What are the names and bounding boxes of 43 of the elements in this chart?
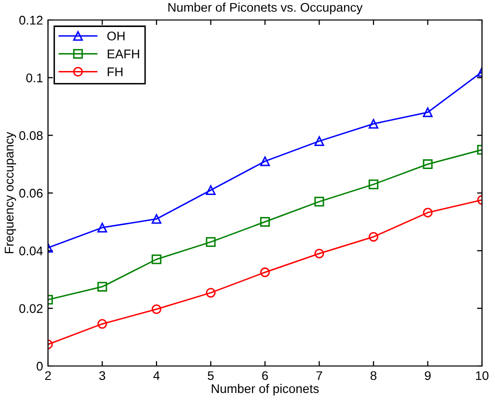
point: [206, 185, 216, 195]
point: [97, 222, 108, 232]
point: [314, 248, 324, 258]
point: [152, 254, 162, 264]
point: [422, 208, 433, 218]
x-tick-label: 4: [153, 371, 160, 380]
x-tick-label: 6: [262, 371, 268, 380]
x-axis-title: Number of piconets: [212, 384, 319, 396]
legend-label: FH: [108, 68, 122, 76]
legend-label: EAFH: [108, 50, 140, 58]
point: [368, 179, 378, 190]
point: [260, 216, 270, 227]
y-axis-title: Frequency occupancy: [4, 132, 16, 254]
y-tick-label: 0.12: [19, 16, 43, 25]
y-tick-label: 0.06: [19, 188, 43, 198]
y-tick-label: 0.1: [26, 73, 43, 82]
x-tick-label: 9: [424, 371, 431, 380]
legend-label: OH: [107, 32, 124, 40]
point: [422, 107, 433, 118]
point: [260, 156, 270, 166]
chart-title: Number of Piconets vs. Occupancy: [168, 2, 363, 14]
point: [422, 159, 433, 170]
point: [97, 282, 108, 292]
point: [97, 319, 108, 329]
y-tick-label: 0.02: [19, 304, 43, 313]
x-tick-label: 2: [45, 371, 51, 380]
point: [206, 237, 216, 247]
x-tick-label: 3: [99, 371, 106, 380]
y-tick-label: 0.04: [19, 246, 43, 256]
x-tick-label: 5: [208, 371, 214, 380]
point: [314, 196, 324, 207]
point: [368, 232, 378, 242]
x-tick-label: 10: [476, 371, 488, 380]
point: [152, 214, 162, 224]
y-tick-label: 0.08: [19, 131, 43, 140]
point: [206, 288, 216, 298]
point: [152, 304, 162, 314]
point: [368, 118, 378, 129]
point: [260, 267, 270, 278]
x-tick-label: 7: [316, 371, 322, 380]
x-tick-label: 8: [370, 371, 376, 380]
y-tick-label: 0: [36, 362, 43, 371]
point: [314, 136, 324, 146]
